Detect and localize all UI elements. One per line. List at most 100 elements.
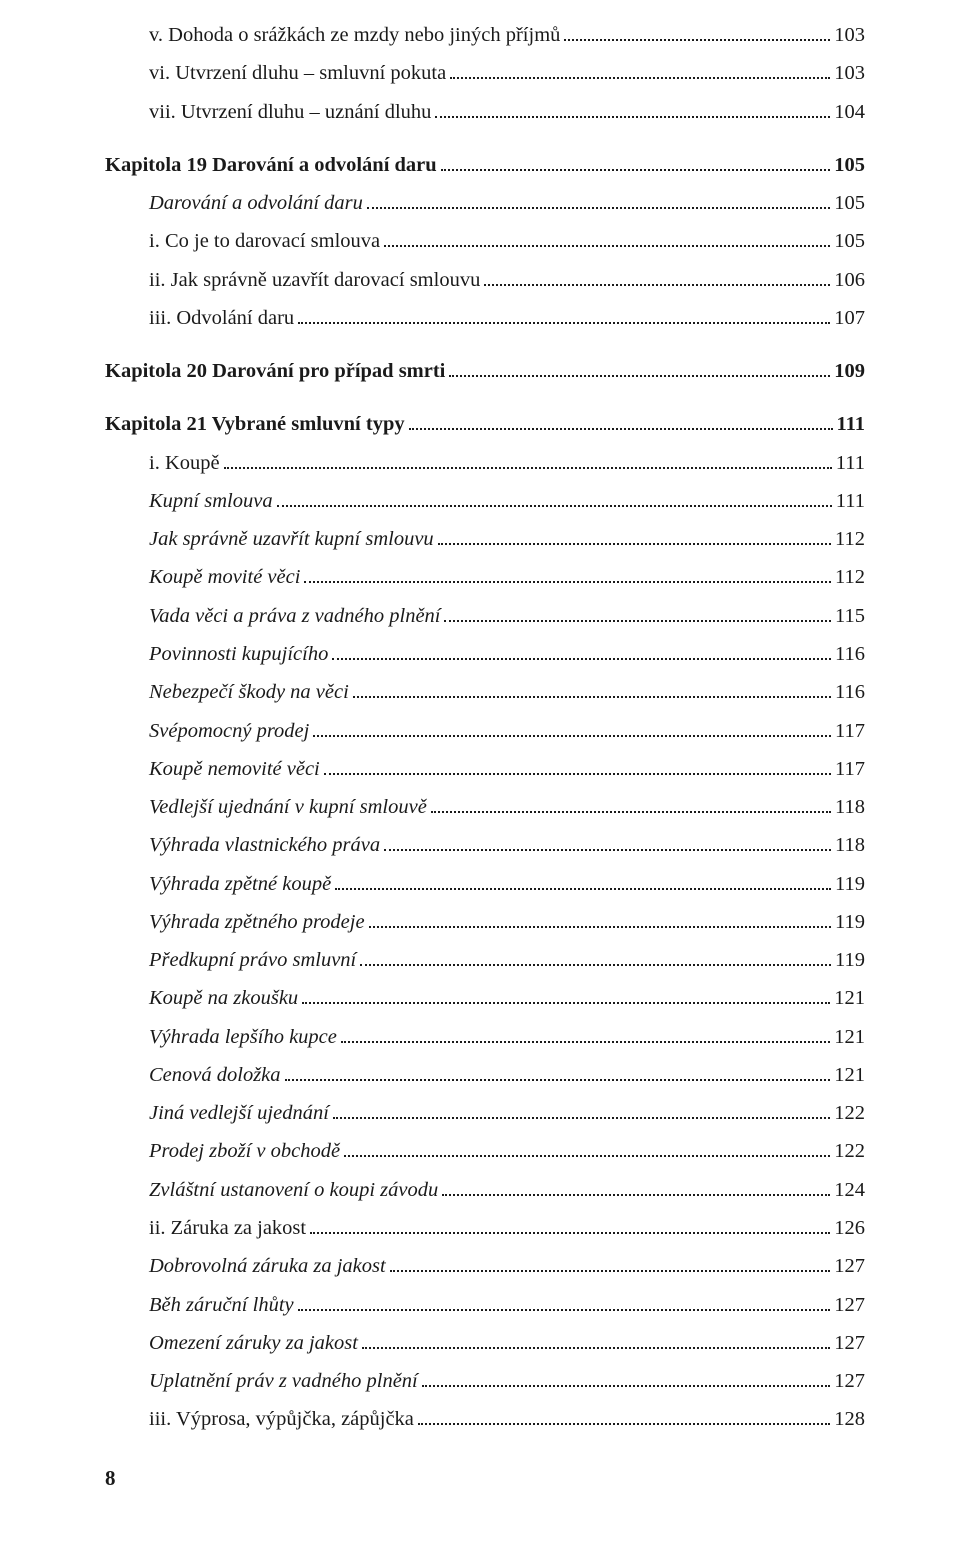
- spacer: [105, 341, 865, 356]
- dot-leader: [333, 1117, 830, 1119]
- toc-entry: Kapitola 21 Vybrané smluvní typy 111: [105, 409, 865, 441]
- toc-page: 126: [834, 1213, 865, 1245]
- dot-leader: [435, 116, 830, 118]
- toc-label: vi. Utvrzení dluhu – smluvní pokuta: [149, 58, 446, 90]
- toc-entry: Kapitola 19 Darování a odvolání daru105: [105, 150, 865, 182]
- dot-leader: [484, 284, 830, 286]
- toc-label: ii. Jak správně uzavřít darovací smlouvu: [149, 265, 480, 297]
- toc-entry: Dobrovolná záruka za jakost127: [105, 1251, 865, 1283]
- dot-leader: [344, 1155, 830, 1157]
- toc-entry: Vada věci a práva z vadného plnění115: [105, 601, 865, 633]
- toc-page: 107: [834, 303, 865, 335]
- toc-entry: Výhrada vlastnického práva118: [105, 830, 865, 862]
- toc-label: ii. Záruka za jakost: [149, 1213, 306, 1245]
- toc-page: 119: [835, 907, 865, 939]
- toc-page: 128: [834, 1404, 865, 1436]
- toc-entry: i. Koupě 111: [105, 448, 865, 480]
- toc-page: 124: [834, 1175, 865, 1207]
- toc-page: 111: [836, 448, 865, 480]
- toc-page: 121: [834, 1060, 865, 1092]
- dot-leader: [418, 1423, 830, 1425]
- toc-page: 116: [835, 639, 865, 671]
- toc-page: 118: [835, 830, 865, 862]
- toc-entry: Jiná vedlejší ujednání122: [105, 1098, 865, 1130]
- toc-entry: Vedlejší ujednání v kupní smlouvě118: [105, 792, 865, 824]
- dot-leader: [285, 1079, 831, 1081]
- toc-label: iii. Odvolání daru: [149, 303, 294, 335]
- toc-page: 111: [836, 486, 865, 518]
- toc-label: v. Dohoda o srážkách ze mzdy nebo jiných…: [149, 20, 560, 52]
- dot-leader: [369, 926, 831, 928]
- toc-page: 105: [834, 226, 865, 258]
- toc-label: Cenová doložka: [149, 1060, 281, 1092]
- toc-entry: Koupě nemovité věci117: [105, 754, 865, 786]
- toc-label: Běh záruční lhůty: [149, 1290, 294, 1322]
- dot-leader: [360, 964, 831, 966]
- toc-entry: v. Dohoda o srážkách ze mzdy nebo jiných…: [105, 20, 865, 52]
- toc-page: 103: [834, 20, 865, 52]
- toc-label: iii. Výprosa, výpůjčka, zápůjčka: [149, 1404, 414, 1436]
- toc-label: Kapitola 21 Vybrané smluvní typy: [105, 409, 405, 441]
- page-number: 8: [105, 1466, 116, 1491]
- toc-label: Zvláštní ustanovení o koupi závodu: [149, 1175, 438, 1207]
- toc-page: 112: [835, 524, 865, 556]
- toc-entry: Předkupní právo smluvní119: [105, 945, 865, 977]
- toc-label: Nebezpečí škody na věci: [149, 677, 349, 709]
- toc-label: Výhrada lepšího kupce: [149, 1022, 337, 1054]
- toc-label: i. Koupě: [149, 448, 220, 480]
- toc-label: Svépomocný prodej: [149, 716, 309, 748]
- dot-leader: [353, 696, 831, 698]
- dot-leader: [438, 543, 831, 545]
- toc-page: 119: [835, 869, 865, 901]
- toc-page: 116: [835, 677, 865, 709]
- dot-leader: [444, 620, 831, 622]
- toc-entry: Výhrada zpětné koupě 119: [105, 869, 865, 901]
- toc-entry: vii. Utvrzení dluhu – uznání dluhu 104: [105, 97, 865, 129]
- dot-leader: [431, 811, 831, 813]
- toc-label: vii. Utvrzení dluhu – uznání dluhu: [149, 97, 431, 129]
- toc-entry: Povinnosti kupujícího 116: [105, 639, 865, 671]
- toc-page: 127: [834, 1251, 865, 1283]
- toc-page: 121: [834, 983, 865, 1015]
- toc-label: Darování a odvolání daru: [149, 188, 363, 220]
- toc-page: 111: [837, 409, 866, 441]
- dot-leader: [409, 428, 833, 430]
- toc-label: Omezení záruky za jakost: [149, 1328, 358, 1360]
- toc-label: Výhrada zpětné koupě: [149, 869, 331, 901]
- toc-entry: Prodej zboží v obchodě 122: [105, 1136, 865, 1168]
- dot-leader: [390, 1270, 831, 1272]
- dot-leader: [341, 1041, 830, 1043]
- toc-entry: Koupě na zkoušku121: [105, 983, 865, 1015]
- toc-label: Uplatnění práv z vadného plnění: [149, 1366, 418, 1398]
- table-of-contents: v. Dohoda o srážkách ze mzdy nebo jiných…: [105, 20, 865, 1436]
- toc-page: 117: [835, 754, 865, 786]
- toc-entry: vi. Utvrzení dluhu – smluvní pokuta 103: [105, 58, 865, 90]
- toc-entry: Svépomocný prodej117: [105, 716, 865, 748]
- toc-page: 127: [834, 1290, 865, 1322]
- toc-entry: Koupě movité věci112: [105, 562, 865, 594]
- dot-leader: [384, 245, 830, 247]
- spacer: [105, 135, 865, 150]
- dot-leader: [450, 77, 830, 79]
- toc-page: 106: [834, 265, 865, 297]
- dot-leader: [224, 467, 832, 469]
- toc-page: 104: [834, 97, 865, 129]
- dot-leader: [277, 505, 832, 507]
- toc-label: Prodej zboží v obchodě: [149, 1136, 340, 1168]
- toc-page: 127: [834, 1328, 865, 1360]
- toc-entry: Výhrada lepšího kupce121: [105, 1022, 865, 1054]
- toc-page: 103: [834, 58, 865, 90]
- toc-label: Povinnosti kupujícího: [149, 639, 328, 671]
- dot-leader: [442, 1194, 830, 1196]
- dot-leader: [441, 169, 831, 171]
- dot-leader: [310, 1232, 830, 1234]
- toc-entry: iii. Odvolání daru 107: [105, 303, 865, 335]
- toc-label: i. Co je to darovací smlouva: [149, 226, 380, 258]
- toc-page: 122: [834, 1136, 865, 1168]
- toc-entry: Výhrada zpětného prodeje119: [105, 907, 865, 939]
- dot-leader: [335, 888, 831, 890]
- dot-leader: [324, 773, 831, 775]
- toc-entry: Zvláštní ustanovení o koupi závodu 124: [105, 1175, 865, 1207]
- dot-leader: [422, 1385, 831, 1387]
- dot-leader: [302, 1002, 830, 1004]
